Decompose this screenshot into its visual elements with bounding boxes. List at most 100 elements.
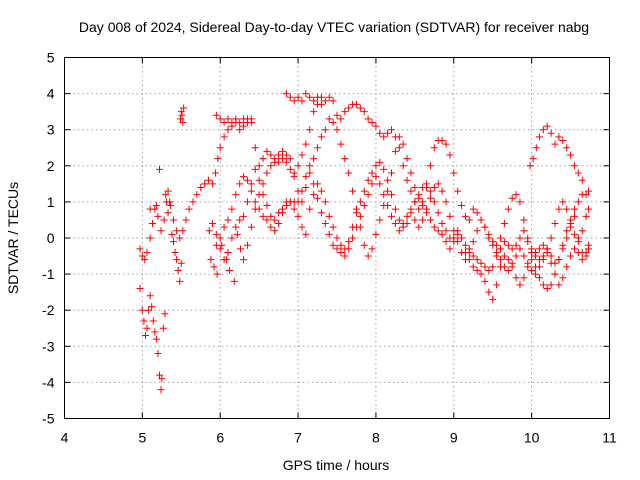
data-point <box>317 187 325 195</box>
data-point <box>337 241 345 249</box>
data-point <box>578 176 586 184</box>
data-point <box>352 205 360 213</box>
data-point <box>310 155 318 163</box>
data-point <box>442 227 450 235</box>
data-point <box>341 155 349 163</box>
data-point <box>271 227 279 235</box>
data-point <box>582 212 590 220</box>
data-point <box>508 259 516 267</box>
data-point <box>282 90 290 98</box>
data-point <box>224 115 232 123</box>
data-point <box>508 194 516 202</box>
data-point <box>310 97 318 105</box>
series-sat-a <box>136 93 592 293</box>
data-point <box>267 223 275 231</box>
data-point <box>158 375 166 383</box>
data-point <box>333 126 341 134</box>
data-point <box>380 191 388 199</box>
data-point <box>516 198 524 206</box>
data-point <box>141 331 149 339</box>
y-tick-label: 1 <box>47 194 55 210</box>
data-point <box>325 115 333 123</box>
data-point <box>162 191 170 199</box>
data-point <box>157 227 165 235</box>
data-point <box>302 183 310 191</box>
data-point <box>294 93 302 101</box>
data-point <box>302 230 310 238</box>
data-point <box>306 205 314 213</box>
data-point <box>329 241 337 249</box>
data-point <box>512 191 520 199</box>
data-point <box>243 198 251 206</box>
data-point <box>243 118 251 126</box>
data-point <box>279 155 286 163</box>
data-point <box>570 230 578 238</box>
data-point <box>539 281 547 289</box>
data-point <box>528 256 536 264</box>
data-point <box>461 212 469 220</box>
data-point <box>446 151 454 159</box>
data-point <box>325 212 333 220</box>
data-point <box>154 212 162 220</box>
data-point <box>267 212 275 220</box>
data-point <box>574 248 582 256</box>
data-point <box>547 252 555 260</box>
data-point <box>551 220 559 228</box>
data-point <box>337 140 345 148</box>
data-point <box>582 248 590 256</box>
data-point <box>384 129 392 137</box>
data-point <box>352 223 360 231</box>
data-point <box>407 205 415 213</box>
data-point <box>294 162 302 170</box>
data-point <box>177 259 185 267</box>
data-point <box>535 263 543 271</box>
data-point <box>224 248 232 256</box>
data-point <box>263 169 271 177</box>
data-point <box>177 115 185 123</box>
data-point <box>263 147 271 155</box>
data-point <box>228 234 236 242</box>
data-point <box>152 335 160 343</box>
data-point <box>380 165 388 173</box>
data-point <box>391 220 399 228</box>
x-tick-label: 11 <box>602 430 617 446</box>
data-point <box>286 155 294 163</box>
data-point <box>228 122 236 130</box>
data-point <box>306 162 314 170</box>
data-point <box>356 198 364 206</box>
data-point <box>216 245 224 253</box>
data-point <box>426 162 434 170</box>
data-point <box>368 169 376 177</box>
data-point <box>584 205 592 213</box>
data-points <box>136 90 592 394</box>
data-point <box>411 216 419 224</box>
data-point <box>504 256 512 264</box>
data-point <box>337 248 345 256</box>
data-point <box>584 241 592 249</box>
data-point <box>493 248 501 256</box>
data-point <box>210 263 218 271</box>
data-point <box>349 187 357 195</box>
data-point <box>205 176 213 184</box>
data-point <box>391 147 399 155</box>
data-point <box>193 191 201 199</box>
data-point <box>271 216 279 224</box>
data-point <box>399 162 407 170</box>
data-point <box>419 183 427 191</box>
data-point <box>178 111 186 119</box>
data-point <box>446 245 454 253</box>
data-point <box>395 227 403 235</box>
data-point <box>349 234 357 242</box>
data-point <box>207 256 215 264</box>
data-point <box>426 187 434 195</box>
data-point <box>372 173 380 181</box>
data-point <box>555 256 563 264</box>
data-point <box>395 216 403 224</box>
data-point <box>388 191 395 199</box>
data-point <box>148 303 156 311</box>
data-point <box>559 137 567 145</box>
data-point <box>563 263 571 271</box>
data-point <box>333 111 341 119</box>
data-point <box>481 277 489 285</box>
data-point <box>205 227 213 235</box>
